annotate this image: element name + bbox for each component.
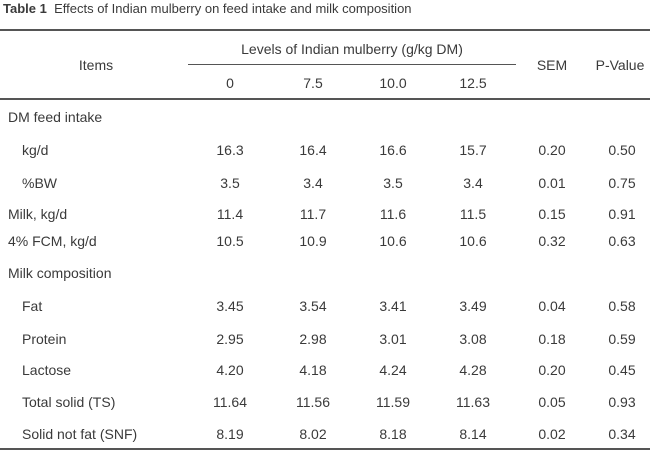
table-cell: 11.6 bbox=[379, 206, 407, 222]
table-cell: 4.24 bbox=[379, 362, 407, 378]
header-level-0: 0 bbox=[226, 75, 234, 91]
table-cell: 3.41 bbox=[379, 298, 407, 314]
table-cell: 3.01 bbox=[379, 331, 407, 347]
top-rule bbox=[0, 29, 650, 31]
table-cell: 16.3 bbox=[216, 142, 244, 158]
table-cell: 10.6 bbox=[459, 233, 487, 249]
header-level-12-5: 12.5 bbox=[459, 75, 487, 91]
table-cell: 10.6 bbox=[379, 233, 407, 249]
row-label: Milk, kg/d bbox=[8, 206, 68, 222]
row-label: Fat bbox=[22, 298, 43, 314]
table-cell: 0.50 bbox=[608, 142, 636, 158]
row-label: Total solid (TS) bbox=[22, 394, 116, 410]
table-cell: 3.08 bbox=[459, 331, 487, 347]
row-label: DM feed intake bbox=[8, 109, 103, 125]
table-cell: 11.63 bbox=[456, 394, 490, 410]
table-cell: 0.05 bbox=[538, 394, 566, 410]
table-cell: 11.7 bbox=[299, 206, 327, 222]
row-label: Solid not fat (SNF) bbox=[22, 426, 138, 442]
row-label: Lactose bbox=[22, 362, 72, 378]
table-cell: 0.18 bbox=[538, 331, 566, 347]
table-cell: 3.4 bbox=[303, 175, 323, 191]
header-level-7-5: 7.5 bbox=[303, 75, 323, 91]
table-cell: 11.56 bbox=[296, 394, 330, 410]
header-items: Items bbox=[78, 57, 114, 73]
table-cell: 10.5 bbox=[216, 233, 244, 249]
table-number: Table 1 bbox=[3, 1, 47, 16]
row-label: kg/d bbox=[22, 142, 49, 158]
table-cell: 11.64 bbox=[213, 394, 247, 410]
table-cell: 0.59 bbox=[608, 331, 636, 347]
table-cell: 0.02 bbox=[538, 426, 566, 442]
table-cell: 0.58 bbox=[608, 298, 636, 314]
table-title: Effects of Indian mulberry on feed intak… bbox=[54, 1, 412, 16]
header-pvalue: P-Value bbox=[595, 57, 645, 73]
table-cell: 11.59 bbox=[376, 394, 410, 410]
bottom-rule bbox=[0, 448, 650, 450]
table-cell: 3.5 bbox=[383, 175, 403, 191]
table-cell: 4.18 bbox=[299, 362, 327, 378]
table-cell: 0.20 bbox=[538, 362, 566, 378]
row-label: Protein bbox=[22, 331, 67, 347]
table-cell: 0.75 bbox=[608, 175, 636, 191]
table-cell: 0.63 bbox=[608, 233, 636, 249]
header-level-10-0: 10.0 bbox=[379, 75, 407, 91]
table-cell: 4.28 bbox=[459, 362, 487, 378]
table-cell: 0.32 bbox=[538, 233, 566, 249]
table-cell: 0.34 bbox=[608, 426, 636, 442]
table-cell: 3.54 bbox=[299, 298, 327, 314]
header-rule bbox=[0, 98, 650, 100]
table-cell: 8.02 bbox=[299, 426, 327, 442]
table-cell: 3.45 bbox=[216, 298, 244, 314]
table-cell: 16.4 bbox=[299, 142, 327, 158]
table-cell: 0.01 bbox=[538, 175, 566, 191]
table-cell: 15.7 bbox=[459, 142, 487, 158]
table-cell: 8.18 bbox=[379, 426, 407, 442]
table-cell: 11.4 bbox=[216, 206, 244, 222]
table-cell: 16.6 bbox=[379, 142, 407, 158]
header-levels: Levels of Indian mulberry (g/kg DM) bbox=[241, 41, 463, 57]
table-cell: 8.14 bbox=[459, 426, 487, 442]
table-cell: 0.04 bbox=[538, 298, 566, 314]
table-cell: 0.20 bbox=[538, 142, 566, 158]
table-cell: 10.9 bbox=[299, 233, 327, 249]
levels-underline bbox=[188, 64, 516, 66]
table-cell: 2.98 bbox=[299, 331, 327, 347]
table-cell: 11.5 bbox=[459, 206, 487, 222]
table-cell: 0.15 bbox=[538, 206, 566, 222]
table-cell: 3.5 bbox=[220, 175, 240, 191]
table-cell: 3.49 bbox=[459, 298, 487, 314]
table-cell: 0.91 bbox=[608, 206, 636, 222]
row-label: 4% FCM, kg/d bbox=[8, 233, 97, 249]
table-cell: 0.93 bbox=[608, 394, 636, 410]
header-sem: SEM bbox=[536, 57, 568, 73]
table-cell: 4.20 bbox=[216, 362, 244, 378]
row-label: Milk composition bbox=[8, 265, 112, 281]
table-cell: 3.4 bbox=[463, 175, 483, 191]
table-cell: 8.19 bbox=[216, 426, 244, 442]
row-label: %BW bbox=[22, 175, 57, 191]
table-cell: 2.95 bbox=[216, 331, 244, 347]
table-cell: 0.45 bbox=[608, 362, 636, 378]
table-caption: Table 1 Effects of Indian mulberry on fe… bbox=[3, 1, 412, 16]
